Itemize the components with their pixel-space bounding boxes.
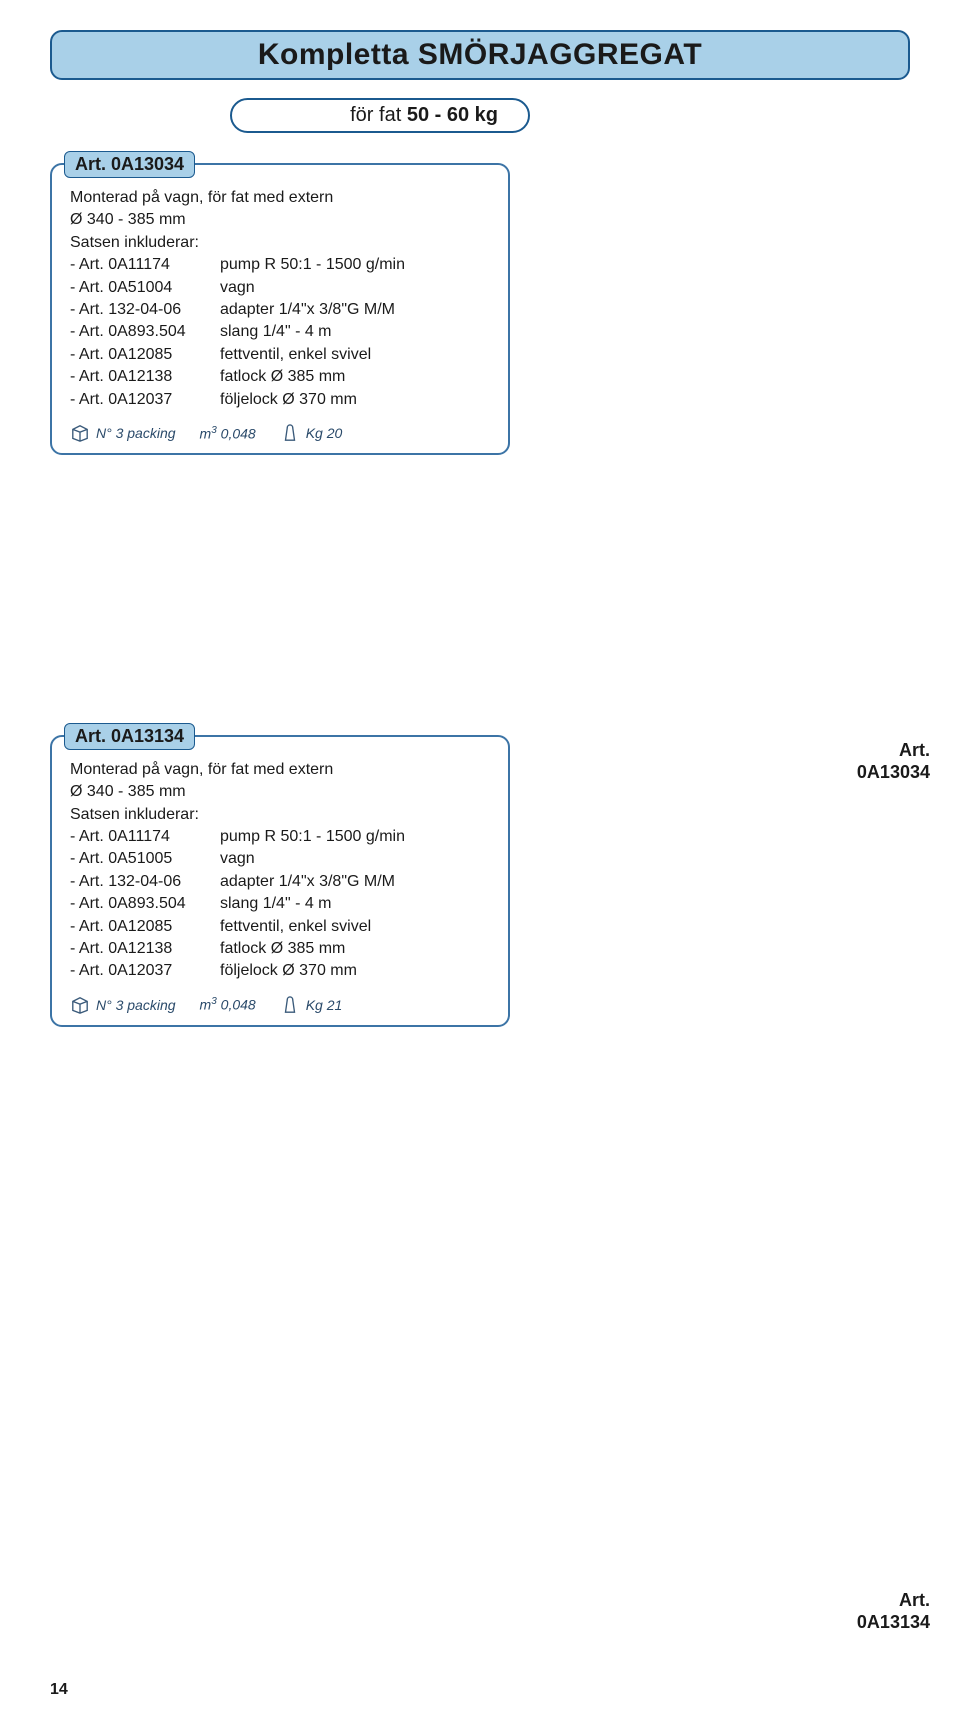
spec-val: adapter 1/4"x 3/8"G M/M — [220, 299, 490, 321]
spec-row: - Art. 0A12138fatlock Ø 385 mm — [70, 366, 490, 388]
spec-val: fatlock Ø 385 mm — [220, 938, 490, 960]
volume-value: m3 0,048 — [200, 996, 256, 1013]
volume-value: m3 0,048 — [200, 425, 256, 442]
subtitle-prefix: för fat — [350, 104, 407, 126]
spec-row: - Art. 0A893.504slang 1/4" - 4 m — [70, 893, 490, 915]
product-box-1: Art. 0A13034 Monterad på vagn, för fat m… — [50, 163, 510, 455]
spec-val: följelock Ø 370 mm — [220, 389, 490, 411]
spec-row: - Art. 0A893.504slang 1/4" - 4 m — [70, 321, 490, 343]
product-header-1: Art. 0A13034 — [64, 151, 195, 178]
desc-line: Satsen inkluderar: — [70, 232, 490, 254]
spec-val: pump R 50:1 - 1500 g/min — [220, 254, 490, 276]
spec-val: fettventil, enkel svivel — [220, 344, 490, 366]
spec-art: - Art. 0A12037 — [70, 960, 220, 982]
spec-art: - Art. 132-04-06 — [70, 299, 220, 321]
subtitle-bar: för fat 50 - 60 kg — [230, 98, 530, 133]
packing-value: N° 3 packing — [96, 997, 176, 1013]
spec-val: adapter 1/4"x 3/8"G M/M — [220, 871, 490, 893]
spec-val: pump R 50:1 - 1500 g/min — [220, 826, 490, 848]
spec-art: - Art. 0A12138 — [70, 938, 220, 960]
spec-row: - Art. 0A51004vagn — [70, 277, 490, 299]
spec-art: - Art. 0A51005 — [70, 848, 220, 870]
spec-art: - Art. 0A12138 — [70, 366, 220, 388]
desc-line: Monterad på vagn, för fat med extern — [70, 187, 490, 209]
spec-row: - Art. 0A12085fettventil, enkel svivel — [70, 344, 490, 366]
spec-art: - Art. 0A11174 — [70, 826, 220, 848]
spec-row: - Art. 0A12138fatlock Ø 385 mm — [70, 938, 490, 960]
product-desc-1: Monterad på vagn, för fat med extern Ø 3… — [70, 187, 490, 411]
spec-art: - Art. 0A12037 — [70, 389, 220, 411]
spec-row: - Art. 0A11174pump R 50:1 - 1500 g/min — [70, 254, 490, 276]
spec-art: - Art. 0A11174 — [70, 254, 220, 276]
spec-art: - Art. 0A893.504 — [70, 321, 220, 343]
spec-val: vagn — [220, 277, 490, 299]
spec-art: - Art. 132-04-06 — [70, 871, 220, 893]
spec-val: slang 1/4" - 4 m — [220, 321, 490, 343]
spec-val: fatlock Ø 385 mm — [220, 366, 490, 388]
product-caption-2: Art. 0A13134 — [857, 1590, 930, 1633]
weight-icon — [280, 995, 300, 1015]
spec-art: - Art. 0A12085 — [70, 916, 220, 938]
spec-row: - Art. 0A12037följelock Ø 370 mm — [70, 960, 490, 982]
spec-val: följelock Ø 370 mm — [220, 960, 490, 982]
spec-row: - Art. 0A12037följelock Ø 370 mm — [70, 389, 490, 411]
packing-value: N° 3 packing — [96, 425, 176, 441]
spec-val: vagn — [220, 848, 490, 870]
spec-row: - Art. 132-04-06adapter 1/4"x 3/8"G M/M — [70, 871, 490, 893]
spec-art: - Art. 0A51004 — [70, 277, 220, 299]
product-header-2: Art. 0A13134 — [64, 723, 195, 750]
box-icon — [70, 423, 90, 443]
spec-art: - Art. 0A12085 — [70, 344, 220, 366]
desc-line: Ø 340 - 385 mm — [70, 209, 490, 231]
product-footer-2: N° 3 packing m3 0,048 Kg 21 — [70, 995, 490, 1015]
weight-icon — [280, 423, 300, 443]
product-caption-1: Art. 0A13034 — [857, 740, 930, 783]
desc-line: Monterad på vagn, för fat med extern — [70, 759, 490, 781]
spec-row: - Art. 132-04-06adapter 1/4"x 3/8"G M/M — [70, 299, 490, 321]
page-number: 14 — [50, 1681, 68, 1699]
spec-val: slang 1/4" - 4 m — [220, 893, 490, 915]
page-title-bar: Kompletta SMÖRJAGGREGAT — [50, 30, 910, 80]
desc-line: Satsen inkluderar: — [70, 804, 490, 826]
product-footer-1: N° 3 packing m3 0,048 Kg 20 — [70, 423, 490, 443]
product-desc-2: Monterad på vagn, för fat med extern Ø 3… — [70, 759, 490, 983]
weight-value: Kg 21 — [306, 997, 343, 1013]
page-title: Kompletta SMÖRJAGGREGAT — [72, 38, 888, 72]
box-icon — [70, 995, 90, 1015]
spec-row: - Art. 0A51005vagn — [70, 848, 490, 870]
weight-value: Kg 20 — [306, 425, 343, 441]
subtitle-bold: 50 - 60 kg — [407, 104, 498, 126]
spec-art: - Art. 0A893.504 — [70, 893, 220, 915]
product-box-2: Art. 0A13134 Monterad på vagn, för fat m… — [50, 735, 510, 1027]
spec-val: fettventil, enkel svivel — [220, 916, 490, 938]
desc-line: Ø 340 - 385 mm — [70, 781, 490, 803]
spec-row: - Art. 0A11174pump R 50:1 - 1500 g/min — [70, 826, 490, 848]
spec-row: - Art. 0A12085fettventil, enkel svivel — [70, 916, 490, 938]
